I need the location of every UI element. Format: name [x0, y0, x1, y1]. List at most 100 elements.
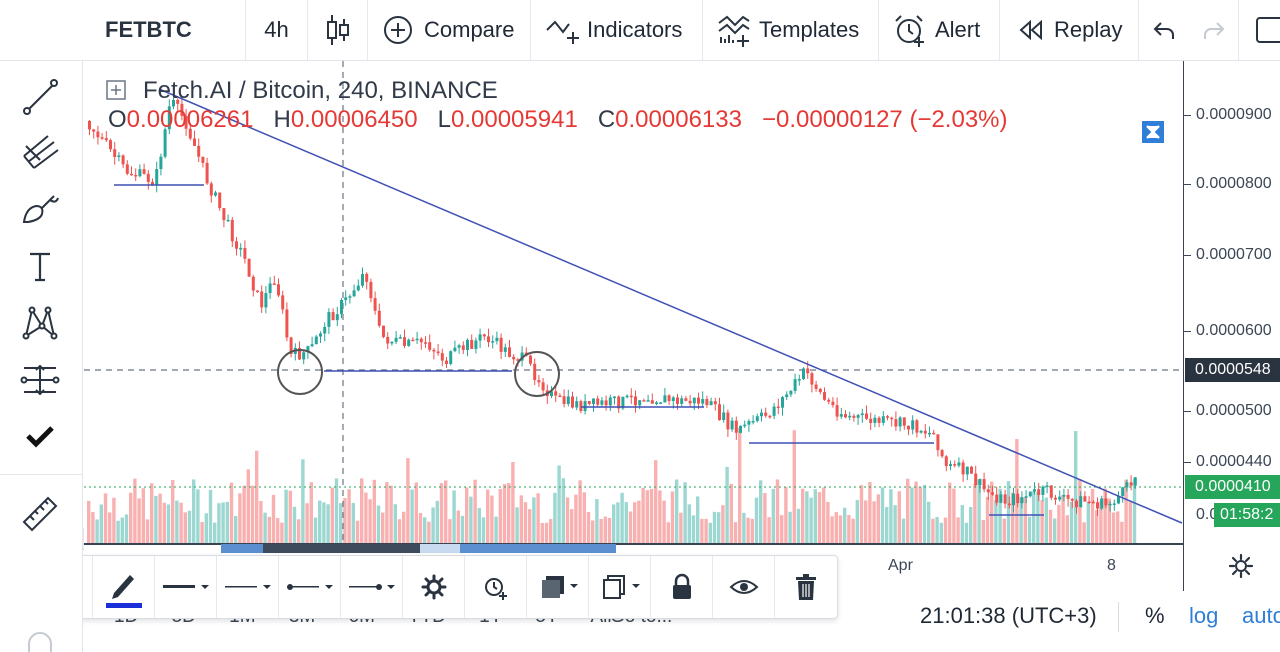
- line-endpoint-icon: [286, 584, 333, 590]
- candle-body: [839, 414, 843, 417]
- volume-bar: [733, 522, 738, 543]
- pattern-tool[interactable]: [16, 300, 64, 344]
- candle-body: [495, 337, 499, 342]
- volume-bar: [868, 482, 872, 543]
- candle-body: [667, 395, 671, 402]
- candle-body: [802, 368, 805, 380]
- magnet-icon[interactable]: [25, 632, 55, 652]
- layout-button[interactable]: [1239, 0, 1280, 60]
- candle-body: [869, 418, 873, 423]
- candle-body: [125, 164, 129, 174]
- candle-body: [226, 219, 230, 222]
- volume-bar: [1095, 509, 1099, 543]
- candle-body: [394, 337, 398, 342]
- candle-body: [176, 99, 180, 104]
- volume-bar: [334, 478, 339, 543]
- price-chart[interactable]: [84, 61, 1184, 546]
- clone-button[interactable]: [589, 556, 651, 618]
- volume-bar: [641, 487, 645, 543]
- hide-button[interactable]: [713, 556, 775, 618]
- symbol-label: FETBTC: [105, 17, 192, 42]
- candle-body: [142, 169, 146, 174]
- visual-order-button[interactable]: [527, 556, 589, 618]
- candle-body: [453, 347, 457, 352]
- volume-bar: [549, 519, 553, 543]
- lock-button[interactable]: [651, 556, 713, 618]
- candle-body: [680, 398, 684, 404]
- candle-body: [760, 412, 763, 417]
- candle-body: [755, 416, 759, 422]
- measure-tool[interactable]: [16, 358, 64, 402]
- volume-bar: [553, 492, 557, 543]
- volume-bar: [582, 492, 586, 543]
- log-toggle[interactable]: log: [1189, 603, 1219, 628]
- crosshair-price-tag: 0.0000548: [1185, 358, 1280, 382]
- candle-body: [167, 106, 171, 130]
- candle-body: [1129, 482, 1133, 486]
- fib-tool[interactable]: [16, 130, 64, 174]
- candle-body: [323, 326, 327, 334]
- candle-body: [949, 464, 952, 467]
- volume-bar: [763, 493, 767, 543]
- templates-button[interactable]: Templates: [703, 0, 879, 60]
- stay-in-drawing-mode-tool[interactable]: [16, 414, 64, 458]
- candle-body: [617, 396, 621, 409]
- brush-tool[interactable]: [16, 186, 64, 230]
- line-end-button[interactable]: [341, 556, 403, 618]
- price-axis[interactable]: [1183, 61, 1280, 546]
- candle-body: [1133, 477, 1137, 486]
- volume-bar: [95, 519, 99, 543]
- alert-button[interactable]: Alert: [879, 0, 1000, 60]
- volume-bar: [1116, 511, 1120, 543]
- line-color-button[interactable]: [93, 556, 155, 618]
- trash-icon: [796, 574, 816, 600]
- volume-bar: [754, 497, 759, 543]
- candle-body: [1024, 496, 1028, 498]
- interval-button[interactable]: 4h: [246, 0, 308, 60]
- high-value: 0.00006450: [290, 106, 418, 133]
- candle-body: [898, 417, 902, 427]
- volume-bar: [561, 478, 565, 543]
- auto-toggle[interactable]: auto: [1242, 603, 1280, 628]
- price-tick: 0.0000440: [1196, 453, 1272, 470]
- copy-icon: [602, 575, 640, 599]
- compare-button[interactable]: Compare: [368, 0, 531, 60]
- volume-bar: [964, 522, 969, 543]
- delete-button[interactable]: [775, 556, 837, 618]
- fullscreen-icon[interactable]: [1141, 120, 1165, 144]
- replay-button[interactable]: Replay: [1000, 0, 1139, 60]
- symbol-search-button[interactable]: FETBTC: [84, 0, 246, 60]
- collapse-legend-icon[interactable]: [106, 80, 126, 100]
- volume-bar: [599, 518, 603, 543]
- trend-line-tool[interactable]: [16, 74, 64, 118]
- candle-body: [944, 456, 948, 467]
- indicators-button[interactable]: Indicators: [531, 0, 703, 60]
- add-alert-button[interactable]: [465, 556, 527, 618]
- chart-type-button[interactable]: [308, 0, 368, 60]
- trend-line-icon: [23, 79, 58, 115]
- volume-bar: [519, 495, 523, 543]
- percent-toggle[interactable]: %: [1145, 603, 1165, 628]
- volume-bar: [108, 512, 112, 543]
- volume-bar: [444, 480, 448, 543]
- redo-button[interactable]: [1189, 0, 1239, 60]
- volume-bar: [1086, 501, 1090, 543]
- candle-body: [1041, 486, 1045, 495]
- drawing-toolbar: [0, 555, 838, 619]
- drawing-settings-button[interactable]: [403, 556, 465, 618]
- undo-button[interactable]: [1139, 0, 1189, 60]
- open-label: O: [108, 106, 127, 133]
- volume-bar: [1124, 479, 1128, 543]
- line-style-button[interactable]: [217, 556, 279, 618]
- volume-bar: [540, 522, 544, 543]
- line-start-button[interactable]: [279, 556, 341, 618]
- line-width-button[interactable]: [155, 556, 217, 618]
- volume-bar: [221, 502, 225, 543]
- clock[interactable]: 21:01:38 (UTC+3): [920, 603, 1097, 628]
- text-tool[interactable]: [16, 244, 64, 288]
- candle-body: [751, 421, 755, 423]
- ruler-tool[interactable]: [16, 492, 64, 536]
- chart-settings-icon[interactable]: [1228, 553, 1254, 579]
- volume-bar: [196, 489, 200, 543]
- line-style-icon: [224, 585, 271, 589]
